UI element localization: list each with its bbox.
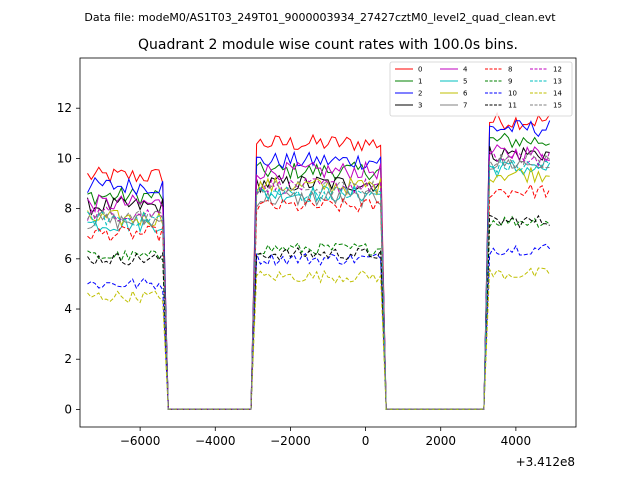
suptitle: Data file: modeM0/AS1T03_249T01_90000039… [84, 11, 556, 24]
series-line-2 [87, 120, 551, 410]
y-tick-label: 8 [64, 202, 72, 216]
x-offset-label: +3.412e8 [516, 455, 575, 469]
x-tick-label: 0 [362, 434, 370, 448]
x-tick-label: −6000 [120, 434, 161, 448]
y-tick-label: 0 [64, 402, 72, 416]
legend-label-5: 5 [463, 78, 467, 86]
legend-label-14: 14 [553, 90, 562, 98]
legend-label-1: 1 [418, 78, 422, 86]
axes-frame [79, 57, 577, 428]
y-tick-label: 10 [57, 151, 72, 165]
legend-label-15: 15 [553, 102, 562, 110]
legend-label-4: 4 [463, 66, 468, 74]
x-tick-label: −4000 [195, 434, 236, 448]
series-line-5 [87, 161, 551, 410]
y-tick-label: 6 [64, 252, 72, 266]
legend-label-3: 3 [418, 102, 422, 110]
series-line-7 [87, 154, 551, 410]
y-tick-label: 4 [64, 302, 72, 316]
series-line-11 [87, 214, 550, 410]
x-tick-label: 2000 [425, 434, 456, 448]
y-tick-label: 2 [64, 352, 72, 366]
legend-label-12: 12 [553, 66, 562, 74]
chart-title: Quadrant 2 module wise count rates with … [138, 37, 518, 53]
legend-label-9: 9 [508, 78, 512, 86]
series-line-1 [87, 132, 550, 410]
series-line-9 [87, 215, 550, 410]
plot-area [87, 111, 551, 410]
legend-label-13: 13 [553, 78, 562, 86]
legend-label-10: 10 [508, 90, 517, 98]
legend-label-6: 6 [463, 90, 468, 98]
legend-label-7: 7 [463, 102, 467, 110]
series-line-10 [87, 243, 551, 410]
x-tick-label: −2000 [270, 434, 311, 448]
series-line-4 [87, 144, 550, 410]
y-tick-label: 12 [57, 101, 72, 115]
series-lines [87, 111, 551, 410]
legend-label-2: 2 [418, 90, 422, 98]
x-tick-label: 4000 [501, 434, 532, 448]
legend-label-8: 8 [508, 66, 512, 74]
series-line-0 [87, 111, 551, 410]
series-line-3 [87, 146, 550, 410]
legend-box [389, 61, 573, 117]
series-line-12 [87, 150, 551, 410]
series-line-6 [87, 167, 550, 410]
legend-label-0: 0 [418, 66, 422, 74]
legend-label-11: 11 [508, 102, 517, 110]
series-line-14 [87, 267, 551, 410]
series-line-15 [87, 153, 550, 410]
